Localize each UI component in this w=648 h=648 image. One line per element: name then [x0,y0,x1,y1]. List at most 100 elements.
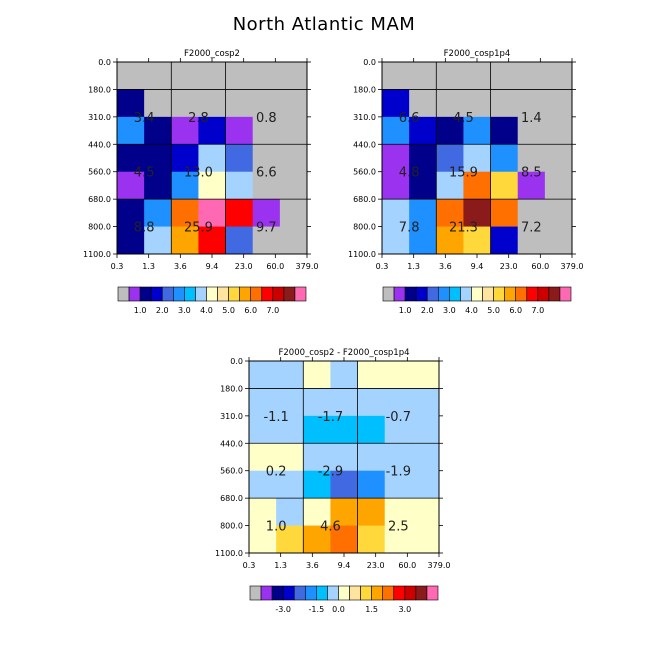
heatmap-cell [249,525,277,554]
data-label: 4.8 [399,166,420,181]
heatmap-cell [330,443,358,472]
colorbar-swatch [515,286,528,302]
heatmap-cell [436,199,464,227]
x-tick-label: 1.3 [407,262,420,271]
panel-title: F2000_cosp1p4 [444,49,511,59]
heatmap-cell [252,226,281,255]
colorbar-swatch [437,286,450,302]
heatmap-panel-2: 6.6 4.5 1.4 4.8 15.9 8.5 7.8 21.3 7.2 F2000_cosp1… [348,49,583,315]
colorbar-swatch [195,286,207,302]
colorbar-swatch [260,585,273,601]
heatmap-cell [171,144,199,173]
heatmap-cell [436,89,464,118]
heatmap-cell [249,388,277,417]
page-title: North Atlantic MAM [232,14,416,35]
heatmap-cell [144,89,172,118]
data-label: 1.0 [266,520,287,535]
heatmap-cell [171,226,199,255]
heatmap-cell [117,62,145,90]
y-tick-label: 800.0 [220,522,243,531]
colorbar: 1.0 2.0 3.0 4.0 5.0 6.0 7.0 [117,286,307,315]
heatmap-cell [330,525,358,554]
data-label: 13.0 [184,166,213,181]
x-tick-label: 379.0 [296,262,319,271]
data-label: 4.5 [453,111,474,126]
x-tick-label: 60.0 [266,262,284,271]
heatmap-cell [463,199,491,227]
colorbar-label: 0.0 [332,605,345,614]
data-label: 25.9 [184,221,213,236]
heatmap-cell [517,144,546,173]
y-tick-label: 560.0 [353,168,376,177]
heatmap-cell [436,171,464,200]
colorbar-swatch [250,286,263,302]
colorbar-label: 1.0 [399,306,412,315]
heatmap-cell [382,171,410,200]
data-label: 1.4 [521,111,542,126]
heatmap-cell [276,443,304,472]
heatmap-cell [490,89,519,118]
x-tick-label: 23.0 [500,262,518,271]
heatmap-cell [490,171,519,200]
heatmap-cell [384,525,413,554]
heatmap-cell [544,144,573,173]
heatmap-cell [252,171,281,200]
colorbar-label: 2.0 [156,306,169,315]
data-label: -2.9 [318,465,343,480]
x-tick-label: 3.6 [174,262,187,271]
heatmap-cell [409,116,437,145]
heatmap-cell [252,144,281,173]
data-label: 8.5 [521,166,542,181]
data-label: 6.6 [256,166,277,181]
heatmap-cell [490,199,519,227]
heatmap-cell [409,62,437,90]
heatmap-cell [544,199,573,227]
colorbar-swatch [360,585,372,601]
y-tick-label: 310.0 [88,113,111,122]
heatmap-cell [517,116,546,145]
heatmap-cell [357,388,386,417]
heatmap-cell [144,226,172,255]
colorbar-label: 3.0 [178,306,191,315]
heatmap-cell [411,470,440,499]
heatmap-cell [409,89,437,118]
colorbar-swatch [228,286,240,302]
colorbar-swatch [449,286,461,302]
heatmap-cell [411,498,440,526]
y-tick-label: 1100.0 [215,549,243,558]
heatmap-cell [357,498,386,526]
heatmap-cell [303,498,331,526]
heatmap-panel-1: 3.4 2.8 0.8 4.5 13.0 6.6 8.8 25.9 9.7 F2000_cosp2… [83,49,318,315]
colorbar-swatch [338,585,350,601]
heatmap-cell [330,361,358,389]
heatmap-cell [279,116,308,145]
heatmap-cell [252,89,281,118]
heatmap-cell [144,171,172,200]
heatmap-cell [279,62,308,90]
y-tick-label: 180.0 [220,384,243,393]
heatmap-cell [490,62,519,90]
colorbar-label: 7.0 [266,306,279,315]
heatmap-cell [544,226,573,255]
x-tick-label: 0.3 [243,561,256,570]
colorbar-swatch [382,585,395,601]
data-label: 6.6 [399,111,420,126]
heatmap-cell [490,226,519,255]
heatmap-cell [276,415,304,444]
colorbar-label: 3.0 [398,605,411,614]
heatmap-cell [490,144,519,173]
x-tick-label: 9.4 [338,561,351,570]
heatmap-cell [436,62,464,90]
colorbar-swatch [482,286,494,302]
colorbar-swatch [249,585,262,601]
colorbar-swatch [117,286,130,302]
colorbar-label: 1.0 [134,306,147,315]
data-label: 15.9 [449,166,478,181]
heatmap-cell [382,116,410,145]
colorbar-swatch [371,585,384,601]
heatmap-cell [544,116,573,145]
heatmap-cell [117,116,145,145]
y-tick-label: 800.0 [88,223,111,232]
heatmap-cell [249,470,277,499]
heatmap-cell [117,89,145,118]
